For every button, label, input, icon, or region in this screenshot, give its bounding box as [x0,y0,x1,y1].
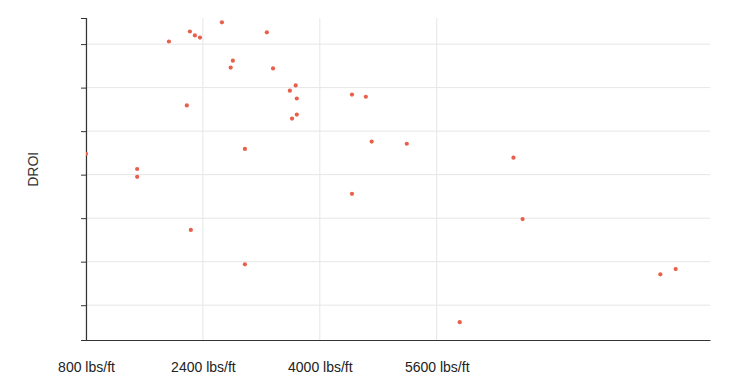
y-tick-mark [81,218,86,219]
grid-line-y [86,174,710,175]
grid-line-x [436,18,437,340]
y-tick [81,305,86,306]
grid-line-y [86,131,710,132]
x-axis: 800 lbs/ft 2400 lbs/ft 4000 lbs/ft 5600 lbs… [58,340,710,375]
y-tick-mark [81,44,86,45]
point [290,116,294,120]
y-tick-mark [81,88,86,89]
grid-line-y [86,87,710,88]
point [288,89,292,93]
y-tick-mark [81,175,86,176]
x-tick: 4000 lbs/ft [288,340,353,375]
point [135,175,139,179]
points [86,20,678,324]
point [511,156,515,160]
point [231,59,235,63]
point [198,35,202,39]
point [167,39,171,43]
y-axis-line [81,19,87,341]
point [405,142,409,146]
x-tick-label: 2400 lbs/ft [171,359,236,375]
point [674,267,678,271]
point [350,92,354,96]
point [185,103,189,107]
x-tick: 2400 lbs/ft [171,340,236,375]
y-tick-mark [81,262,86,263]
grid-line-x [202,18,203,340]
point [295,112,299,116]
point [458,320,462,324]
x-tick-label: 5600 lbs/ft [405,359,470,375]
grid-line-y [86,218,710,219]
x-tick-label: 4000 lbs/ft [288,359,353,375]
point [520,217,524,221]
point [370,139,374,143]
grid [86,18,710,340]
x-axis-line [87,340,711,341]
y-tick [81,131,86,132]
point [243,147,247,151]
grid-line-y [86,44,710,45]
grid-line-y [86,261,710,262]
grid-line-x [319,18,320,340]
chart: 800 lbs/ft 2400 lbs/ft 4000 lbs/ft 5600 lbs… [0,0,731,389]
x-tick: 5600 lbs/ft [405,340,470,375]
point [364,95,368,99]
point [294,83,298,87]
x-tick: 800 lbs/ft [58,340,115,375]
point [243,262,247,266]
point [295,96,299,100]
plot: 800 lbs/ft 2400 lbs/ft 4000 lbs/ft 5600 lbs… [58,18,710,375]
y-tick-mark [81,305,86,306]
y-tick-mark [81,131,86,132]
point [271,66,275,70]
point [229,65,233,69]
point [193,33,197,37]
y-tick [81,262,86,263]
y-axis-title: DROI [25,152,41,187]
point [188,29,192,33]
point [265,30,269,34]
point [350,192,354,196]
x-tick-label: 800 lbs/ft [58,359,115,375]
point [135,167,139,171]
y-axis [81,19,87,341]
point [189,228,193,232]
point [220,20,224,24]
grid-line-y [86,305,710,306]
point [658,272,662,276]
y-tick [81,175,86,176]
y-tick [81,44,86,45]
point [86,152,88,156]
y-tick [81,88,86,89]
y-tick [81,218,86,219]
